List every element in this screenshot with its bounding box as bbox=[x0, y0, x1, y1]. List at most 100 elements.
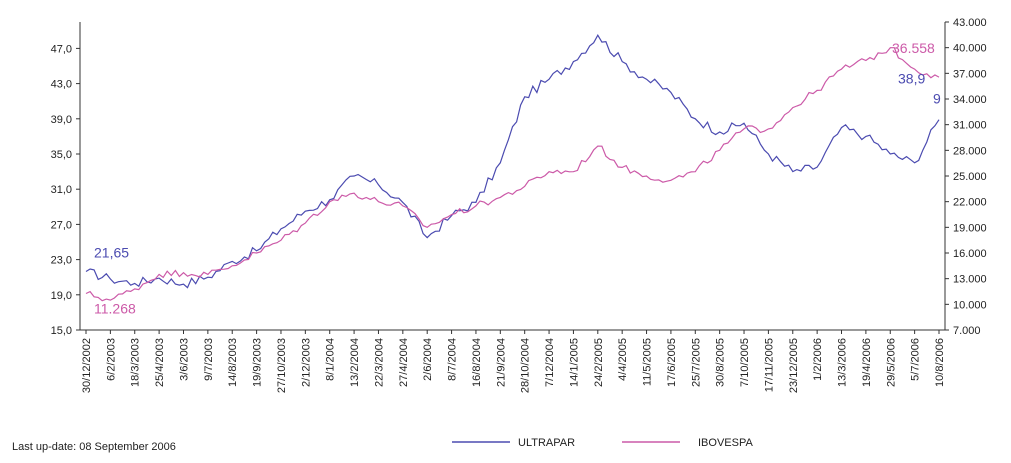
data-point-ultrapar bbox=[85, 271, 86, 272]
right-tick-label: 40.000 bbox=[953, 43, 987, 55]
x-tick-label: 9/7/2003 bbox=[203, 338, 215, 381]
data-point-ibovespa bbox=[670, 180, 671, 181]
data-point-ibovespa bbox=[305, 222, 306, 223]
data-point-ultrapar bbox=[110, 278, 111, 279]
data-point-ibovespa bbox=[475, 205, 476, 206]
data-point-ultrapar bbox=[597, 35, 598, 36]
x-tick-label: 18/3/2003 bbox=[130, 338, 142, 387]
x-tick-label: 19/4/2006 bbox=[861, 338, 873, 387]
data-point-ibovespa bbox=[938, 77, 939, 78]
left-tick-label: 23,0 bbox=[51, 255, 72, 267]
right-tick-label: 43.000 bbox=[953, 17, 987, 29]
data-point-ultrapar bbox=[402, 202, 403, 203]
data-point-ibovespa bbox=[865, 60, 866, 61]
data-point-ultrapar bbox=[719, 131, 720, 132]
data-point-ibovespa bbox=[378, 201, 379, 202]
data-point-ibovespa bbox=[768, 128, 769, 129]
data-point-ultrapar bbox=[646, 79, 647, 80]
series-line-ibovespa bbox=[85, 47, 940, 302]
right-tick-label: 13.000 bbox=[953, 274, 987, 286]
legend-label-ibovespa: IBOVESPA bbox=[698, 437, 753, 449]
x-tick-label: 17/11/2005 bbox=[763, 338, 775, 392]
data-point-ultrapar bbox=[305, 211, 306, 212]
data-point-ultrapar bbox=[378, 184, 379, 185]
data-point-ibovespa bbox=[207, 274, 208, 275]
data-point-ultrapar bbox=[524, 96, 525, 97]
series-line-ultrapar bbox=[85, 33, 940, 289]
x-tick-label: 27/4/2004 bbox=[398, 338, 410, 387]
data-point-ultrapar bbox=[207, 277, 208, 278]
data-point-ibovespa bbox=[695, 171, 696, 172]
right-tick-label: 28.000 bbox=[953, 145, 987, 157]
data-point-ibovespa bbox=[353, 193, 354, 194]
data-point-ibovespa bbox=[792, 107, 793, 108]
x-tick-label: 24/2/2005 bbox=[593, 338, 605, 387]
left-tick-label: 43,0 bbox=[51, 79, 72, 91]
data-point-ultrapar bbox=[232, 261, 233, 262]
data-point-ultrapar bbox=[280, 228, 281, 229]
data-point-ibovespa bbox=[646, 175, 647, 176]
x-tick-label: 8/7/2004 bbox=[447, 338, 459, 381]
data-point-ultrapar bbox=[134, 283, 135, 284]
right-tick-label: 34.000 bbox=[953, 94, 987, 106]
left-tick-label: 15,0 bbox=[51, 325, 72, 337]
left-tick-label: 47,0 bbox=[51, 43, 72, 55]
x-tick-label: 8/1/2004 bbox=[325, 338, 337, 381]
x-tick-label: 1/2/2006 bbox=[812, 338, 824, 381]
right-tick-label: 25.000 bbox=[953, 171, 987, 183]
left-tick-label: 31,0 bbox=[51, 184, 72, 196]
x-tick-label: 2/12/2003 bbox=[300, 338, 312, 387]
label-layer: 21,65 11.268 36.558 38,9 9 bbox=[94, 40, 941, 316]
ibovespa-end-label: 36.558 bbox=[892, 40, 935, 56]
data-point-ibovespa bbox=[85, 293, 86, 294]
data-point-ultrapar bbox=[548, 79, 549, 80]
data-point-ibovespa bbox=[280, 240, 281, 241]
x-tick-label: 3/6/2003 bbox=[178, 338, 190, 381]
ultrapar-extra-label: 9 bbox=[933, 91, 941, 107]
x-tick-label: 17/6/2005 bbox=[666, 338, 678, 387]
data-point-ultrapar bbox=[792, 171, 793, 172]
axes: 15,0 19,0 23,0 27,0 31,0 35,0 39,0 43,0 47,0 7.00… bbox=[51, 17, 987, 393]
ultrapar-start-label: 21,65 bbox=[94, 244, 129, 260]
data-point-ultrapar bbox=[475, 202, 476, 203]
data-point-ultrapar bbox=[622, 61, 623, 62]
data-point-ibovespa bbox=[159, 274, 160, 275]
x-tick-label: 13/3/2006 bbox=[837, 338, 849, 387]
data-point-ibovespa bbox=[622, 167, 623, 168]
x-tick-label: 30/12/2002 bbox=[81, 338, 93, 393]
x-tick-label: 25/7/2005 bbox=[690, 338, 702, 387]
x-tick-label: 2/6/2004 bbox=[422, 338, 434, 381]
right-tick-label: 10.000 bbox=[953, 299, 987, 311]
legend: ULTRAPAR IBOVESPA bbox=[452, 437, 753, 449]
data-point-ibovespa bbox=[719, 150, 720, 151]
ultrapar-end-label: 38,9 bbox=[898, 71, 925, 87]
x-tick-label: 30/8/2005 bbox=[715, 338, 727, 387]
data-point-ibovespa bbox=[914, 68, 915, 69]
x-tick-label: 19/9/2003 bbox=[252, 338, 264, 387]
data-point-ibovespa bbox=[890, 47, 891, 48]
x-tick-label: 7/10/2005 bbox=[739, 338, 751, 387]
x-tick-label: 27/10/2003 bbox=[276, 338, 288, 393]
x-tick-label: 25/4/2003 bbox=[154, 338, 166, 387]
data-point-ibovespa bbox=[597, 145, 598, 146]
x-tick-label: 7/12/2004 bbox=[544, 338, 556, 387]
data-point-ibovespa bbox=[500, 197, 501, 198]
x-tick-label: 5/7/2006 bbox=[910, 338, 922, 381]
data-point-ultrapar bbox=[938, 119, 939, 120]
legend-label-ultrapar: ULTRAPAR bbox=[518, 437, 575, 449]
data-point-ultrapar bbox=[329, 199, 330, 200]
data-point-ultrapar bbox=[768, 153, 769, 154]
data-point-ibovespa bbox=[329, 201, 330, 202]
series-layer bbox=[85, 33, 940, 302]
data-point-ultrapar bbox=[914, 162, 915, 163]
data-point-ultrapar bbox=[256, 250, 257, 251]
left-tick-label: 35,0 bbox=[51, 149, 72, 161]
left-tick-label: 27,0 bbox=[51, 219, 72, 231]
data-point-ibovespa bbox=[232, 265, 233, 266]
right-tick-label: 7.000 bbox=[953, 325, 981, 337]
data-point-ultrapar bbox=[427, 237, 428, 238]
data-point-ibovespa bbox=[451, 214, 452, 215]
x-tick-label: 11/5/2005 bbox=[642, 338, 654, 386]
